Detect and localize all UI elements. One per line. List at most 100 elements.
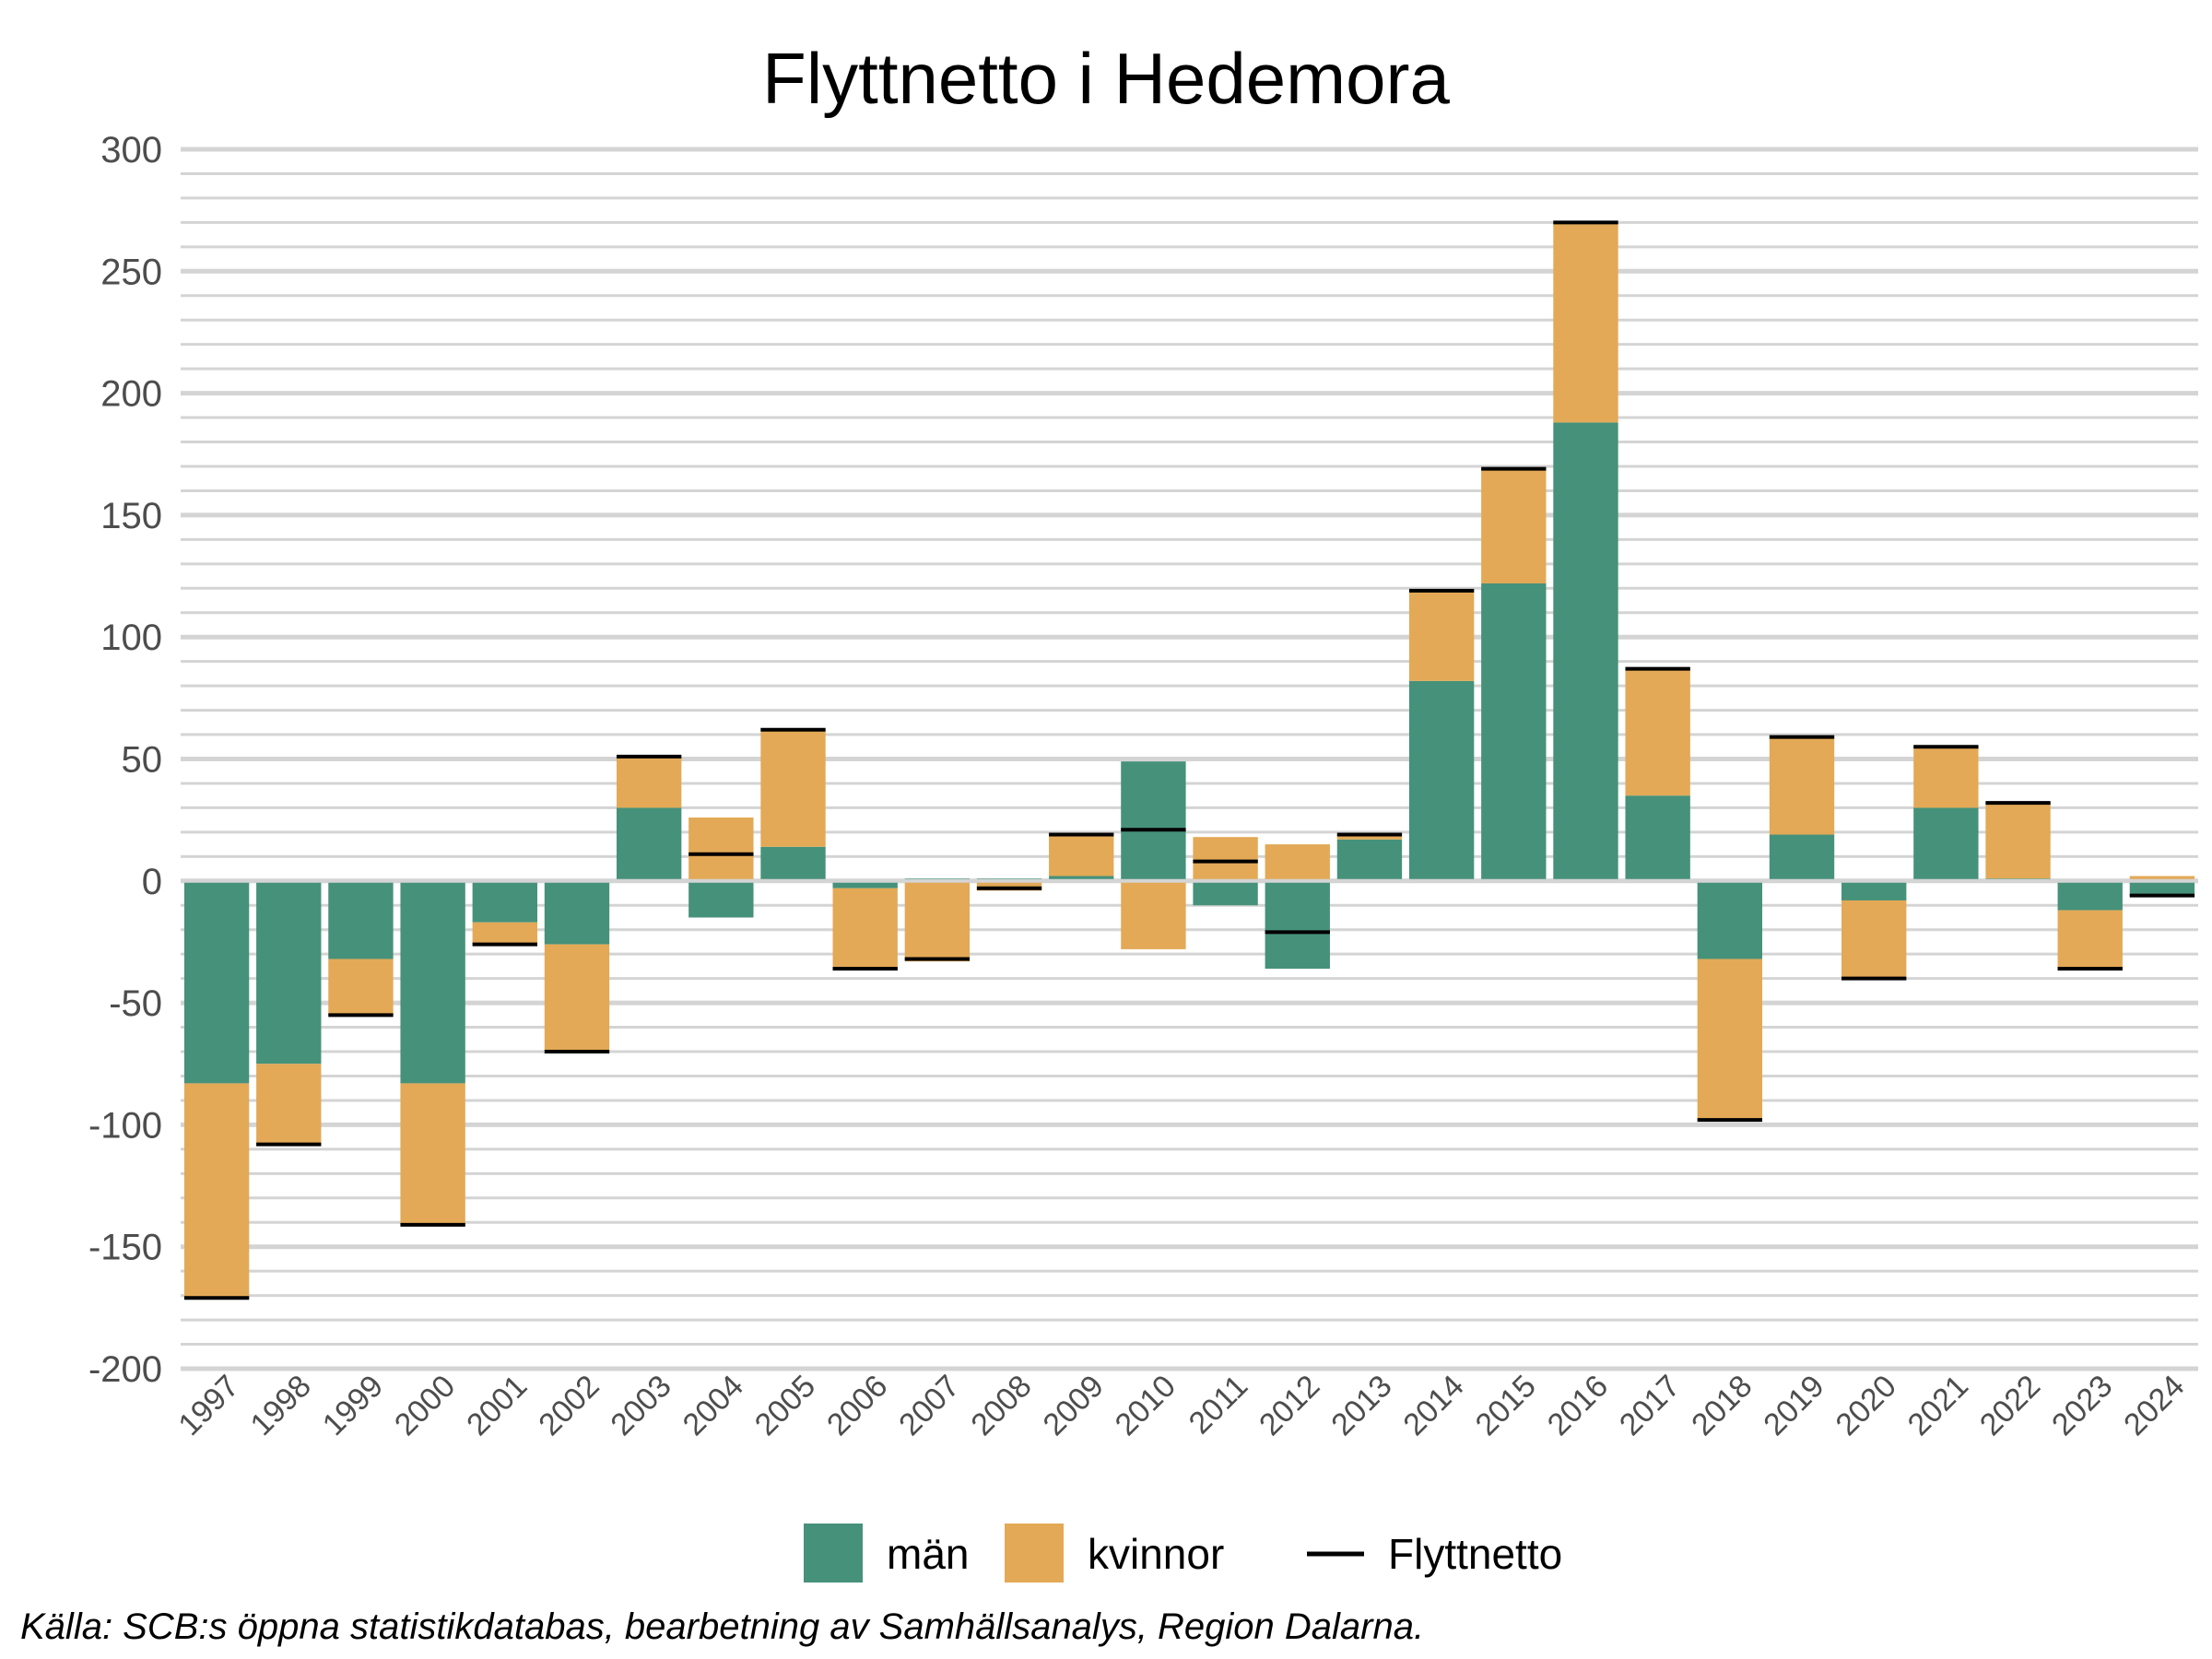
x-tick-label: 2018 [1685,1369,1759,1442]
chart-title: Flyttnetto i Hedemora [762,38,1450,119]
bar-man-2013 [1336,839,1403,881]
net-markers [183,220,2195,1300]
source-note: Källa: SCB:s öppna statistikdatabas, bea… [20,1606,1424,1647]
y-axis-ticks: 300 250 200 150 100 50 0 -50 -100 -150 -200 [88,130,162,1390]
x-tick-label: 2002 [532,1369,606,1442]
bar-man-2011 [1193,880,1258,906]
bar-kvinnor-2007 [904,880,971,962]
bar-man-2019 [1769,834,1835,881]
x-tick-label: 2014 [1396,1369,1470,1442]
bar-kvinnor-2020 [1841,900,1907,979]
x-tick-label: 2015 [1469,1369,1543,1442]
x-tick-label: 2004 [677,1369,750,1442]
bar-man-2003 [616,807,682,881]
bar-man-2020 [1841,880,1907,900]
bar-man-2024 [2129,880,2195,896]
x-tick-label: 2021 [1901,1369,1975,1442]
bar-kvinnor-2018 [1697,959,1763,1121]
x-tick-label: 2016 [1541,1369,1615,1442]
x-tick-label: 2007 [892,1369,966,1442]
bar-kvinnor-2013 [1336,834,1403,840]
x-tick-label: 2003 [604,1369,677,1442]
legend-label-man: män [887,1530,969,1578]
x-tick-label: 2008 [964,1369,1038,1442]
y-tick-label: -150 [88,1228,162,1268]
y-tick-label: -50 [109,983,162,1024]
gridlines [181,147,2198,1371]
bar-man-2009 [1049,876,1114,881]
y-tick-label: 250 [100,252,162,292]
bar-kvinnor-2000 [400,1083,465,1225]
bar-man-1999 [328,880,394,959]
bar-man-2014 [1408,680,1475,881]
bar-kvinnor-2010 [1121,880,1186,949]
bar-man-2012 [1265,880,1330,970]
bar-man-2018 [1697,880,1763,959]
bar-man-2010 [1121,761,1186,881]
bar-kvinnor-2022 [1985,803,2051,879]
legend-label-kvinnor: kvinnor [1088,1530,1224,1578]
x-tick-label: 2024 [2117,1369,2191,1442]
bar-man-2002 [544,880,610,945]
bar-man-2016 [1553,422,1618,881]
y-tick-label: 100 [100,618,162,658]
bar-kvinnor-2008 [976,880,1042,891]
y-tick-label: 300 [100,130,162,171]
x-tick-label: 2005 [748,1369,822,1442]
bar-kvinnor-2005 [760,729,826,847]
y-tick-label: -100 [88,1105,162,1146]
x-tick-label: 2020 [1829,1369,1902,1442]
bar-kvinnor-2002 [544,944,610,1053]
bar-man-2004 [688,880,754,918]
x-tick-label: 2022 [1973,1369,2047,1442]
x-tick-label: 2011 [1182,1369,1255,1441]
y-tick-label: 150 [100,496,162,536]
x-tick-label: 2000 [388,1369,462,1442]
bar-kvinnor-2023 [2057,910,2123,970]
bar-man-1997 [183,880,250,1084]
x-tick-label: 2017 [1613,1369,1687,1442]
bar-kvinnor-2021 [1913,747,1979,808]
bar-kvinnor-2019 [1769,736,1835,835]
y-tick-label: 50 [122,740,163,781]
bar-man-2005 [760,846,826,881]
bar-kvinnor-2014 [1408,590,1475,681]
bar-kvinnor-2011 [1193,837,1258,881]
bar-kvinnor-1999 [328,959,394,1016]
legend-swatch-man [804,1524,863,1583]
x-axis-ticks: 1997199819992000200120022003200420052006… [171,1369,2191,1442]
y-tick-label: 200 [100,374,162,415]
x-tick-label: 1997 [171,1369,245,1442]
x-tick-label: 2019 [1757,1369,1830,1442]
y-tick-label: 0 [142,862,162,902]
bar-man-2015 [1481,582,1547,881]
x-tick-label: 2010 [1109,1369,1182,1442]
bar-kvinnor-2017 [1625,668,1690,796]
bar-kvinnor-2012 [1265,844,1330,881]
y-tick-label: -200 [88,1349,162,1390]
bar-man-1998 [256,880,322,1065]
legend-swatch-kvinnor [1005,1524,1064,1583]
bar-kvinnor-2015 [1481,468,1547,583]
bars [181,222,2198,1299]
x-tick-label: 2006 [820,1369,894,1442]
bar-kvinnor-2006 [832,888,898,970]
bar-man-2017 [1625,795,1690,881]
x-tick-label: 2012 [1253,1369,1326,1442]
legend-label-flyttnetto: Flyttnetto [1388,1530,1562,1578]
x-tick-label: 1998 [244,1369,318,1442]
bar-kvinnor-2001 [472,922,537,945]
x-tick-label: 1999 [316,1369,390,1442]
legend: män kvinnor Flyttnetto [804,1524,1562,1583]
bar-kvinnor-2004 [688,818,754,881]
bar-man-2000 [400,880,465,1084]
bar-kvinnor-1998 [256,1064,322,1145]
x-tick-label: 2013 [1324,1369,1398,1442]
bar-kvinnor-2024 [2129,876,2195,881]
x-tick-label: 2023 [2045,1369,2119,1442]
bar-kvinnor-2016 [1553,222,1618,423]
x-tick-label: 2001 [460,1369,534,1442]
bar-kvinnor-2003 [616,756,682,808]
bar-man-2023 [2057,880,2123,911]
